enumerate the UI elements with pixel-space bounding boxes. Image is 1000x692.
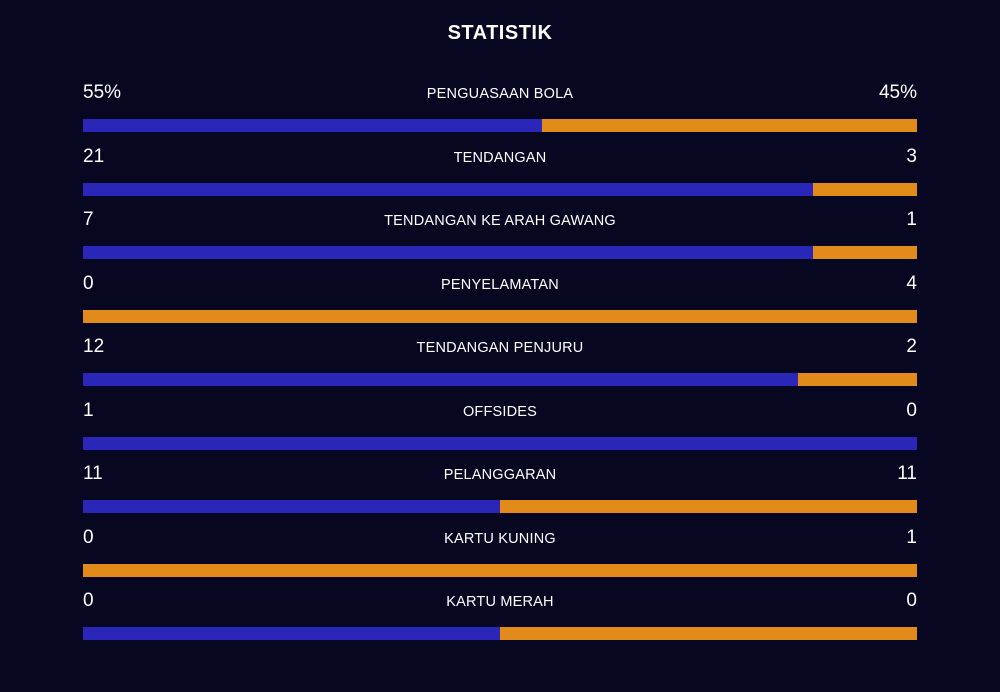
away-bar-segment xyxy=(541,119,917,132)
stat-row-ball-possession: 55% PENGUASAAN BOLA 45% xyxy=(83,78,917,142)
comparison-bar xyxy=(83,373,917,386)
comparison-bar xyxy=(83,500,917,513)
stat-row-saves: 0 PENYELAMATAN 4 xyxy=(83,269,917,333)
home-bar-segment xyxy=(83,182,813,196)
away-bar-segment xyxy=(797,373,917,386)
stat-row-corners: 12 TENDANGAN PENJURU 2 xyxy=(83,332,917,396)
away-bar-segment xyxy=(812,182,917,196)
home-value: 55% xyxy=(83,82,122,103)
stat-label: KARTU MERAH xyxy=(446,594,554,610)
stat-label: PENYELAMATAN xyxy=(441,276,559,293)
home-value: 7 xyxy=(83,209,94,230)
home-value: 12 xyxy=(83,336,105,357)
away-value: 0 xyxy=(906,399,917,421)
comparison-bar xyxy=(83,119,917,132)
away-value: 2 xyxy=(906,336,917,357)
home-bar-segment xyxy=(83,119,542,132)
stat-row-yellow-cards: 0 KARTU KUNING 1 xyxy=(83,523,917,587)
comparison-bar xyxy=(83,627,917,640)
away-value: 11 xyxy=(897,463,917,484)
away-bar-segment xyxy=(500,500,917,513)
home-value: 0 xyxy=(83,526,94,548)
away-bar-segment xyxy=(83,309,917,323)
home-value: 11 xyxy=(83,463,103,484)
home-value: 0 xyxy=(83,272,94,294)
home-value: 1 xyxy=(83,399,94,421)
stat-label: TENDANGAN KE ARAH GAWANG xyxy=(384,213,616,229)
comparison-bar xyxy=(83,563,917,577)
stat-label: TENDANGAN PENJURU xyxy=(416,340,584,356)
stat-row-fouls: 11 PELANGGARAN 11 xyxy=(83,459,917,523)
home-value: 21 xyxy=(83,145,105,167)
away-bar-segment xyxy=(500,627,917,640)
away-bar-segment xyxy=(83,563,917,577)
away-value: 1 xyxy=(906,526,917,548)
stat-label: KARTU KUNING xyxy=(444,530,556,547)
away-value: 45% xyxy=(878,82,917,103)
away-value: 4 xyxy=(906,272,917,294)
home-bar-segment xyxy=(83,627,500,640)
stat-row-red-cards: 0 KARTU MERAH 0 xyxy=(83,586,917,650)
comparison-bar xyxy=(83,436,917,450)
comparison-bar xyxy=(83,182,917,196)
stat-label: TENDANGAN xyxy=(453,149,547,166)
comparison-bar xyxy=(83,246,917,259)
stat-label: PELANGGARAN xyxy=(443,467,557,483)
home-bar-segment xyxy=(83,436,917,450)
home-bar-segment xyxy=(83,373,798,386)
away-value: 1 xyxy=(906,209,917,230)
home-bar-segment xyxy=(83,500,500,513)
stat-label: OFFSIDES xyxy=(462,403,538,420)
statistics-title: STATISTIK xyxy=(447,22,553,44)
stat-label: PENGUASAAN BOLA xyxy=(426,86,574,102)
stats-list: 55% PENGUASAAN BOLA 45% 21 TENDANGAN 3 xyxy=(83,78,917,650)
home-bar-segment xyxy=(83,246,813,259)
away-value: 3 xyxy=(906,145,917,167)
away-bar-segment xyxy=(812,246,917,259)
stat-row-shots: 21 TENDANGAN 3 xyxy=(83,142,917,206)
stat-row-offsides: 1 OFFSIDES 0 xyxy=(83,396,917,460)
stat-row-shots-on-target: 7 TENDANGAN KE ARAH GAWANG 1 xyxy=(83,205,917,269)
away-value: 0 xyxy=(906,590,917,611)
comparison-bar xyxy=(83,309,917,323)
home-value: 0 xyxy=(83,590,94,611)
